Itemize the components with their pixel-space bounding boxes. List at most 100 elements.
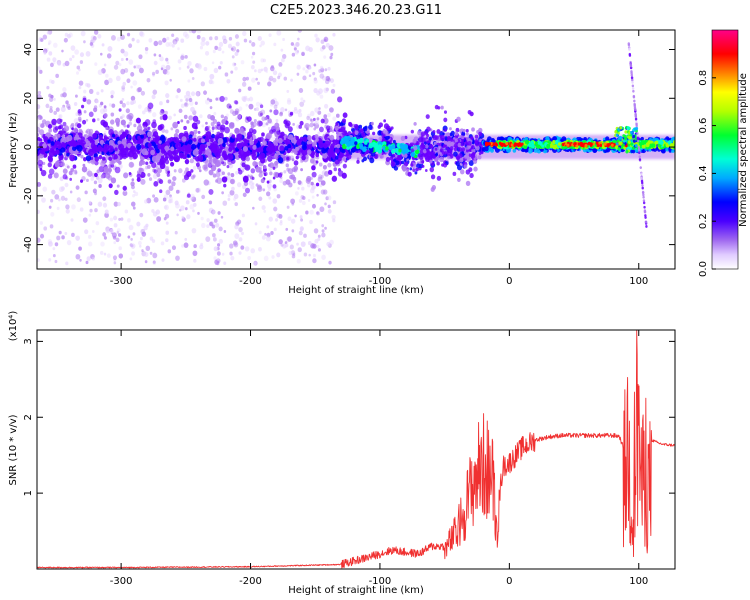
spectrogram-mark — [424, 144, 429, 149]
spectrogram-mark — [242, 175, 249, 183]
spectrogram-mark — [87, 234, 92, 239]
spectrogram-mark — [299, 215, 303, 219]
spectrogram-mark — [129, 115, 133, 120]
spectrogram-mark — [250, 168, 256, 174]
spectrogram-mark — [139, 236, 143, 241]
spectrogram-mark — [317, 237, 321, 241]
spectrogram-mark — [341, 118, 347, 124]
spectrogram-mark — [120, 119, 126, 126]
spectrogram-mark — [199, 45, 204, 50]
spectrogram-mark — [257, 35, 262, 42]
spectrogram-mark — [64, 231, 68, 236]
spectrogram-mark — [197, 211, 200, 215]
spectrogram-mark — [545, 136, 550, 142]
spectrogram-mark — [397, 156, 401, 161]
spectrogram-mark — [54, 259, 58, 264]
spectrogram-mark — [79, 258, 82, 262]
spectrogram-mark — [62, 142, 67, 148]
spectrogram-mark — [276, 194, 281, 199]
spectrogram-mark — [71, 140, 78, 148]
spectrogram-mark — [388, 145, 393, 151]
spectrogram-mark — [128, 171, 132, 176]
spectrogram-mark — [308, 46, 313, 53]
spectrogram-mark — [79, 52, 85, 58]
spectrogram-mark — [291, 254, 296, 259]
spectrogram-mark — [291, 229, 295, 233]
spectrogram-mark — [305, 210, 309, 215]
spectrogram-mark — [157, 124, 163, 131]
spectrogram-mark — [245, 156, 251, 162]
spectrogram-mark — [294, 49, 299, 55]
spectrogram-mark — [419, 144, 425, 150]
spectrogram-mark — [192, 165, 197, 170]
spectrogram-mark — [269, 171, 273, 176]
spectrogram-mark — [140, 178, 146, 185]
spectrogram-mark — [114, 166, 121, 174]
spectrogram-mark — [300, 227, 304, 231]
spectrogram-mark — [464, 154, 468, 159]
spectrogram-mark — [421, 160, 425, 164]
spectrogram-mark — [227, 193, 231, 198]
spectrogram-mark — [144, 47, 149, 52]
spectrogram-mark — [230, 47, 234, 51]
spectrogram-mark — [424, 168, 428, 172]
spectrogram-mark — [83, 157, 87, 162]
spectrogram-mark — [93, 30, 99, 35]
spectrogram-mark — [252, 121, 257, 128]
spectrogram-mark — [42, 186, 48, 192]
spectrogram-mark — [138, 67, 144, 74]
spectrogram-mark — [70, 122, 75, 127]
spectrogram-mark — [147, 142, 152, 148]
spectrogram-mark — [231, 134, 236, 139]
spectrogram-mark — [353, 123, 359, 130]
spectrogram-mark — [300, 218, 304, 222]
spectrogram-mark — [317, 234, 321, 238]
spectrogram-mark — [257, 81, 260, 85]
spectrogram-mark — [336, 136, 340, 141]
spectrogram-mark — [106, 253, 111, 258]
spectrogram-mark — [456, 116, 461, 122]
spectrogram-mark — [313, 88, 318, 94]
spectrogram-mark — [164, 213, 170, 219]
spectrogram-mark — [330, 88, 336, 94]
spectrogram-mark — [234, 66, 238, 71]
spectrogram-mark — [318, 162, 323, 167]
spectrogram-mark — [252, 206, 255, 210]
spectrogram-mark — [96, 91, 100, 96]
spectrogram-mark — [618, 141, 622, 145]
spectrogram-mark — [285, 179, 291, 185]
spectrogram-mark — [293, 180, 296, 184]
spectrogram-mark — [116, 228, 121, 233]
spectrogram-mark — [115, 121, 120, 126]
spectrogram-mark — [537, 144, 541, 149]
spectrogram-mark — [151, 209, 155, 213]
spectrogram-mark — [262, 188, 266, 192]
spectrogram-mark — [71, 55, 75, 59]
spectrogram-mark — [150, 149, 155, 156]
spectrogram-mark — [277, 75, 281, 80]
spectrogram-mark — [172, 176, 177, 182]
spectrogram-mark — [326, 241, 331, 247]
spectrogram-mark — [216, 261, 220, 266]
spectrogram-mark — [336, 143, 341, 149]
spectrogram-mark — [162, 37, 167, 43]
spectrogram-mark — [212, 140, 218, 147]
spectrogram-mark — [76, 197, 81, 203]
spectrogram-mark — [210, 115, 215, 121]
spectrogram-mark — [45, 103, 50, 109]
spectrogram-mark — [85, 130, 88, 134]
spectrogram-mark — [219, 95, 225, 103]
spectrogram-mark — [88, 200, 92, 204]
spectrogram-mark — [221, 171, 225, 176]
spectrogram-mark — [313, 228, 319, 234]
spectrogram-mark — [234, 233, 240, 240]
spectrogram-mark — [335, 155, 339, 160]
spectrogram-mark — [175, 142, 182, 150]
spectrogram-mark — [168, 115, 172, 121]
spectrogram-mark — [276, 129, 281, 135]
spectrogram-mark — [434, 135, 439, 141]
spectrogram-mark — [86, 256, 91, 262]
spectrogram-mark — [319, 65, 324, 70]
spectrogram-mark — [298, 108, 302, 113]
spectrogram-mark — [48, 51, 53, 56]
